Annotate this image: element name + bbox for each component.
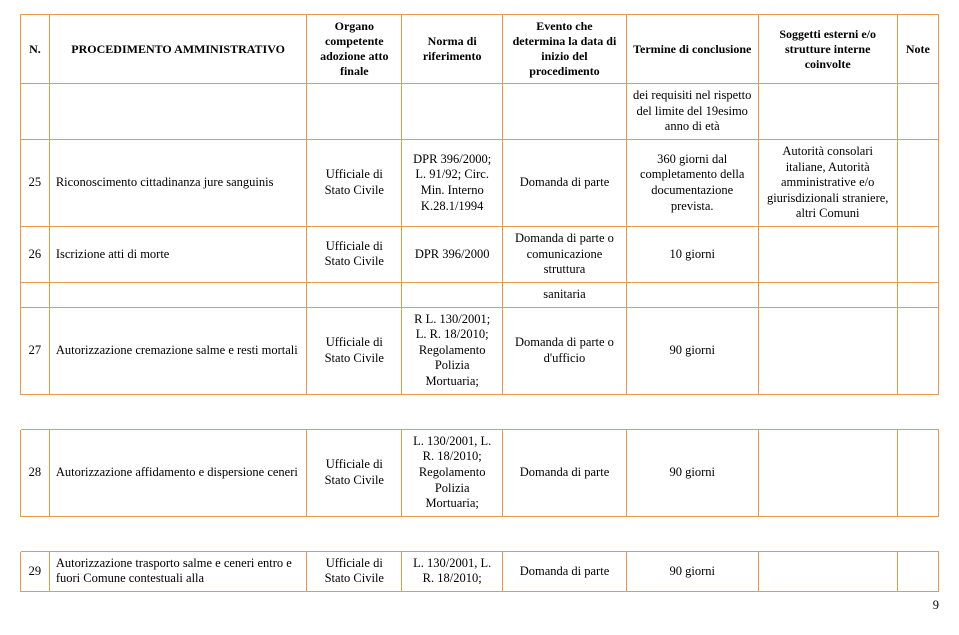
- table-row: 25 Riconoscimento cittadinanza jure sang…: [21, 139, 939, 226]
- cell-proc: Autorizzazione trasporto salme e ceneri …: [49, 551, 307, 591]
- cell-sog: [758, 429, 897, 516]
- cell-ev: Domanda di parte o d'ufficio: [503, 307, 627, 394]
- cell-ev: sanitaria: [503, 282, 627, 307]
- col-norma: Norma di riferimento: [402, 15, 503, 84]
- cell-org: Ufficiale di Stato Civile: [307, 551, 402, 591]
- cell-n: 26: [21, 227, 50, 283]
- cell-org: Ufficiale di Stato Civile: [307, 227, 402, 283]
- cell-n: 29: [21, 551, 50, 591]
- col-org: Organo competente adozione atto finale: [307, 15, 402, 84]
- cell-note: [897, 551, 938, 591]
- cell-n: 28: [21, 429, 50, 516]
- table-row: 28 Autorizzazione affidamento e dispersi…: [21, 429, 939, 516]
- cell-sog: [758, 551, 897, 591]
- cell-note: [897, 227, 938, 283]
- cell-norma: DPR 396/2000: [402, 227, 503, 283]
- cell-norma: R L. 130/2001; L. R. 18/2010; Regolament…: [402, 307, 503, 394]
- document-page: N. PROCEDIMENTO AMMINISTRATIVO Organo co…: [0, 0, 959, 621]
- page-number: 9: [20, 592, 939, 613]
- cell-note: [897, 139, 938, 226]
- cell-proc: Autorizzazione affidamento e dispersione…: [49, 429, 307, 516]
- procedure-table: N. PROCEDIMENTO AMMINISTRATIVO Organo co…: [20, 14, 939, 592]
- cell-note: [897, 307, 938, 394]
- cell-term: 90 giorni: [626, 429, 758, 516]
- spacer-row: [21, 394, 939, 429]
- cell-n: 25: [21, 139, 50, 226]
- cell-org: Ufficiale di Stato Civile: [307, 139, 402, 226]
- cell-norma: DPR 396/2000; L. 91/92; Circ. Min. Inter…: [402, 139, 503, 226]
- col-term: Termine di conclusione: [626, 15, 758, 84]
- spacer-row: [21, 516, 939, 551]
- table-row: 27 Autorizzazione cremazione salme e res…: [21, 307, 939, 394]
- col-sog: Soggetti esterni e/o strutture interne c…: [758, 15, 897, 84]
- cell-norma: L. 130/2001, L. R. 18/2010; Regolamento …: [402, 429, 503, 516]
- table-row: 26 Iscrizione atti di morte Ufficiale di…: [21, 227, 939, 283]
- col-note: Note: [897, 15, 938, 84]
- table-row: sanitaria: [21, 282, 939, 307]
- cell-org: Ufficiale di Stato Civile: [307, 429, 402, 516]
- cell-term: 90 giorni: [626, 551, 758, 591]
- cell-sog: [758, 307, 897, 394]
- cell-sog: Autorità consolari italiane, Autorità am…: [758, 139, 897, 226]
- cell-ev: Domanda di parte: [503, 139, 627, 226]
- cell-norma: L. 130/2001, L. R. 18/2010;: [402, 551, 503, 591]
- cell-term: 90 giorni: [626, 307, 758, 394]
- table-row: 29 Autorizzazione trasporto salme e cene…: [21, 551, 939, 591]
- cell-proc: Iscrizione atti di morte: [49, 227, 307, 283]
- cell-term: 10 giorni: [626, 227, 758, 283]
- cell-proc: Riconoscimento cittadinanza jure sanguin…: [49, 139, 307, 226]
- col-proc: PROCEDIMENTO AMMINISTRATIVO: [49, 15, 307, 84]
- cell-ev: Domanda di parte o comunicazione struttu…: [503, 227, 627, 283]
- col-ev: Evento che determina la data di inizio d…: [503, 15, 627, 84]
- cell-ev: Domanda di parte: [503, 429, 627, 516]
- cell-n: 27: [21, 307, 50, 394]
- cell-ev: Domanda di parte: [503, 551, 627, 591]
- cell-sog: [758, 227, 897, 283]
- cell-cont-term: dei requisiti nel rispetto del limite de…: [626, 84, 758, 140]
- cell-note: [897, 429, 938, 516]
- col-n: N.: [21, 15, 50, 84]
- continuation-row: dei requisiti nel rispetto del limite de…: [21, 84, 939, 140]
- table-header-row: N. PROCEDIMENTO AMMINISTRATIVO Organo co…: [21, 15, 939, 84]
- cell-org: Ufficiale di Stato Civile: [307, 307, 402, 394]
- cell-term: 360 giorni dal completamento della docum…: [626, 139, 758, 226]
- cell-proc: Autorizzazione cremazione salme e resti …: [49, 307, 307, 394]
